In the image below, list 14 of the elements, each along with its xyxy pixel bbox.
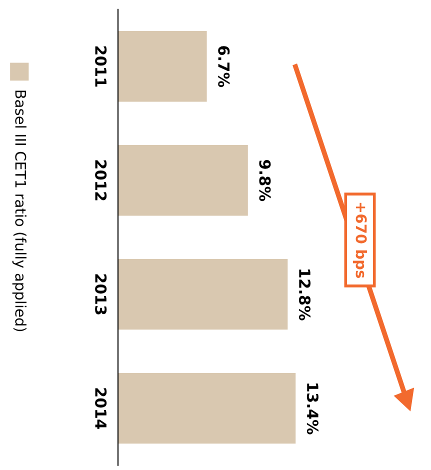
- y-tick-label: 2013: [95, 274, 107, 314]
- data-label: 6.7%: [218, 46, 230, 88]
- data-label: 9.8%: [259, 160, 271, 202]
- y-tick-label: 2011: [95, 46, 107, 87]
- y-tick-label: 2014: [95, 388, 107, 429]
- data-label: 12.8%: [298, 270, 311, 320]
- bar: [118, 372, 296, 444]
- legend-label: Basel III CET1 ratio (fully applied): [12, 90, 26, 332]
- text: +670 bps: [352, 202, 368, 278]
- bar: [118, 31, 207, 102]
- bar: [118, 259, 288, 330]
- y-tick-label: 2012: [95, 160, 107, 200]
- data-label: 13.4%: [306, 384, 318, 434]
- bar: [118, 145, 248, 216]
